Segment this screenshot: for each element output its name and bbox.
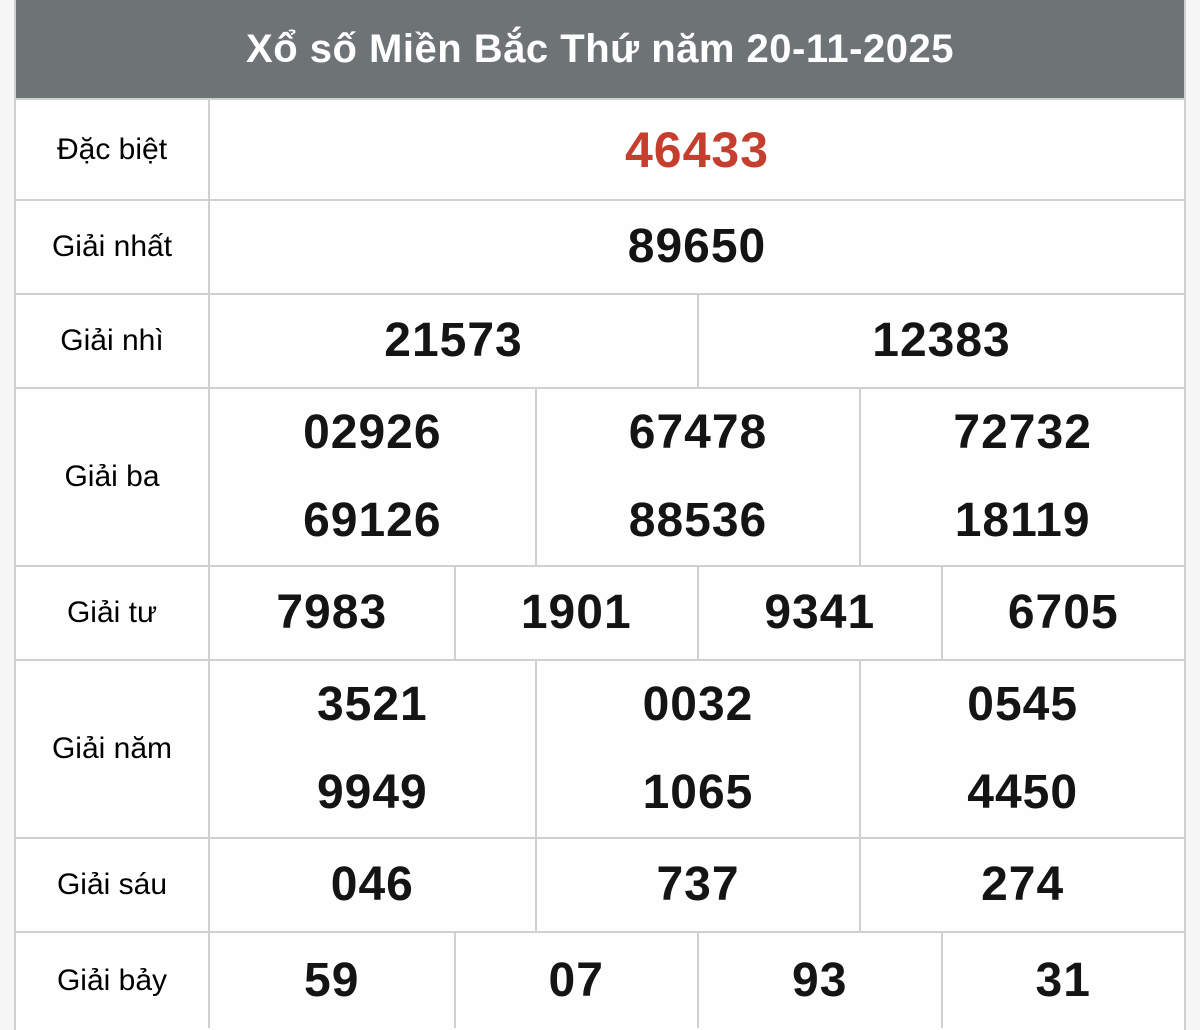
prize-cell: 46433 xyxy=(210,100,1184,199)
prize-cell: 89650 xyxy=(210,201,1184,293)
prize-cell: 3521 9949 xyxy=(210,661,535,837)
prize-number: 02926 xyxy=(303,406,442,459)
prize-label-sixth: Giải sáu xyxy=(16,839,210,931)
prize-cell: 737 xyxy=(534,839,860,931)
prize-number: 7983 xyxy=(276,586,388,639)
prize-cell: 274 xyxy=(859,839,1184,931)
prize-cell: 0545 4450 xyxy=(859,661,1184,837)
prize-number: 88536 xyxy=(628,494,768,547)
prize-values: 59 07 93 31 xyxy=(210,933,1184,1028)
prize-label-fourth: Giải tư xyxy=(16,567,210,659)
prize-number: 59 xyxy=(304,953,360,1007)
prize-row-sixth: Giải sáu 046 737 274 xyxy=(16,837,1184,931)
prize-row-third: Giải ba 02926 69126 67478 88536 72732 18… xyxy=(16,387,1184,565)
prize-number: 67478 xyxy=(628,406,768,459)
prize-number: 9341 xyxy=(764,586,876,639)
prize-values: 89650 xyxy=(210,201,1184,293)
prize-number: 21573 xyxy=(384,314,523,367)
prize-label-third: Giải ba xyxy=(16,389,210,565)
prize-number: 737 xyxy=(656,858,740,911)
prize-cell: 21573 xyxy=(210,295,697,387)
prize-row-seventh: Giải bảy 59 07 93 31 xyxy=(16,931,1184,1028)
prize-cell: 67478 88536 xyxy=(534,389,860,565)
prize-number: 6705 xyxy=(1007,586,1119,639)
prize-number: 0545 xyxy=(967,678,1079,731)
prize-row-first: Giải nhất 89650 xyxy=(16,199,1184,293)
prize-row-fifth: Giải năm 3521 9949 0032 1065 0545 4450 xyxy=(16,659,1184,837)
prize-cell: 07 xyxy=(453,933,698,1028)
lottery-results-board: Xổ số Miền Bắc Thứ năm 20-11-2025 Đặc bi… xyxy=(14,0,1186,1030)
prize-values: 3521 9949 0032 1065 0545 4450 xyxy=(210,661,1184,837)
prize-cell: 59 xyxy=(210,933,454,1028)
prize-label-second: Giải nhì xyxy=(16,295,210,387)
prize-cell: 6705 xyxy=(940,567,1185,659)
prize-number: 274 xyxy=(981,858,1065,911)
prize-row-fourth: Giải tư 7983 1901 9341 6705 xyxy=(16,565,1184,659)
prize-number-special: 46433 xyxy=(624,121,770,178)
prize-number: 12383 xyxy=(872,314,1011,367)
prize-cell: 0032 1065 xyxy=(534,661,860,837)
prize-cell: 72732 18119 xyxy=(859,389,1184,565)
prize-values: 46433 xyxy=(210,100,1184,199)
prize-cell: 7983 xyxy=(210,567,454,659)
prize-number: 07 xyxy=(548,953,604,1007)
prize-row-special: Đặc biệt 46433 xyxy=(16,98,1184,199)
prize-number: 3521 xyxy=(316,678,428,731)
prize-number: 9949 xyxy=(316,766,428,819)
page-title: Xổ số Miền Bắc Thứ năm 20-11-2025 xyxy=(246,26,954,71)
prize-number: 89650 xyxy=(627,220,767,273)
prize-cell: 046 xyxy=(210,839,535,931)
prize-cell: 31 xyxy=(940,933,1185,1028)
prize-number: 31 xyxy=(1035,953,1091,1007)
prize-label-first: Giải nhất xyxy=(16,201,210,293)
prize-label-special: Đặc biệt xyxy=(16,100,210,199)
prize-number: 0032 xyxy=(642,678,754,731)
prize-number: 1901 xyxy=(520,586,632,639)
prize-row-second: Giải nhì 21573 12383 xyxy=(16,293,1184,387)
prize-values: 02926 69126 67478 88536 72732 18119 xyxy=(210,389,1184,565)
prize-cell: 9341 xyxy=(697,567,941,659)
prize-values: 21573 12383 xyxy=(210,295,1184,387)
prize-cell: 12383 xyxy=(697,295,1184,387)
board-header: Xổ số Miền Bắc Thứ năm 20-11-2025 xyxy=(16,0,1184,98)
prize-values: 046 737 274 xyxy=(210,839,1184,931)
prize-number: 4450 xyxy=(967,766,1079,819)
prize-cell: 1901 xyxy=(453,567,698,659)
prize-values: 7983 1901 9341 6705 xyxy=(210,567,1184,659)
prize-number: 18119 xyxy=(954,494,1091,547)
prize-label-fifth: Giải năm xyxy=(16,661,210,837)
prize-number: 93 xyxy=(792,953,848,1007)
prize-number: 1065 xyxy=(642,766,754,819)
prize-number: 69126 xyxy=(303,494,442,547)
prize-number: 046 xyxy=(330,858,414,911)
prize-cell: 93 xyxy=(697,933,941,1028)
prize-label-seventh: Giải bảy xyxy=(16,933,210,1028)
prize-cell: 02926 69126 xyxy=(210,389,535,565)
prize-number: 72732 xyxy=(953,406,1092,459)
